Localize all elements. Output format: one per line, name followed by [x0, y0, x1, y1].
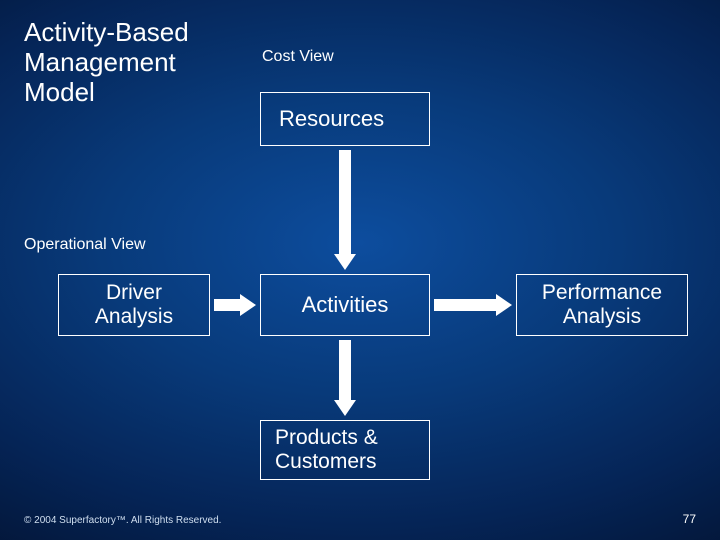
node-activities: Activities	[260, 274, 430, 336]
footer-copyright: © 2004 Superfactory™. All Rights Reserve…	[24, 515, 221, 526]
node-products: Products &Customers	[260, 420, 430, 480]
footer-page: 77	[683, 512, 696, 526]
slide: Activity-BasedManagementModel Cost View …	[0, 0, 720, 540]
node-driver: DriverAnalysis	[58, 274, 210, 336]
slide-title: Activity-BasedManagementModel	[24, 18, 189, 108]
node-resources: Resources	[260, 92, 430, 146]
arrow-resources-to-activities	[334, 150, 356, 270]
operational-view-label: Operational View	[24, 236, 146, 254]
arrow-activities-to-products	[334, 340, 356, 416]
node-performance: PerformanceAnalysis	[516, 274, 688, 336]
cost-view-label: Cost View	[262, 48, 334, 66]
arrow-driver-to-activities	[214, 294, 256, 316]
arrow-activities-to-performance	[434, 294, 512, 316]
